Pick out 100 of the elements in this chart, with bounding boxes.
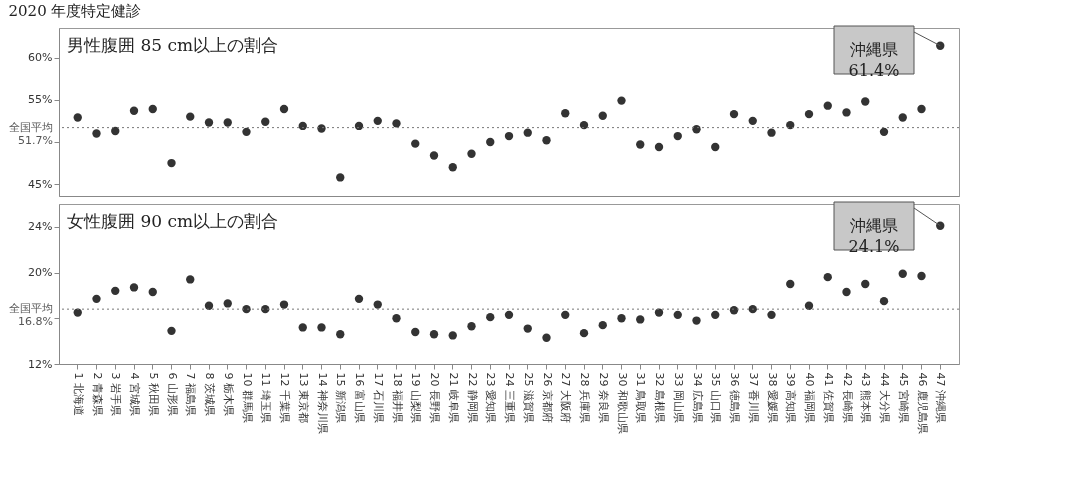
x-tick-label: 9 栃木県 bbox=[221, 372, 235, 416]
ref-line-label: 全国平均 16.8% bbox=[9, 302, 53, 329]
point bbox=[636, 315, 645, 324]
point bbox=[861, 97, 870, 106]
x-tick-label: 33 岡山県 bbox=[671, 372, 685, 423]
x-tick-label: 35 山口県 bbox=[709, 372, 723, 423]
point bbox=[692, 125, 701, 134]
chart-subtitle: 男性腹囲 85 cm以上の割合 bbox=[67, 35, 279, 55]
point bbox=[523, 324, 532, 333]
point bbox=[823, 272, 832, 282]
x-tick-label: 13 東京都 bbox=[296, 372, 310, 423]
point bbox=[73, 113, 82, 122]
point bbox=[636, 140, 645, 149]
point bbox=[879, 296, 889, 306]
point bbox=[129, 283, 139, 292]
point bbox=[767, 310, 776, 320]
point bbox=[786, 120, 795, 130]
point bbox=[411, 327, 420, 337]
point bbox=[204, 118, 214, 127]
x-tick-label: 43 熊本県 bbox=[859, 372, 873, 423]
point bbox=[242, 127, 251, 137]
y-tick-label: 60% bbox=[28, 51, 53, 65]
x-tick-label: 47 沖縄県 bbox=[934, 372, 948, 423]
point bbox=[392, 119, 401, 128]
y-tick-label: 55% bbox=[28, 93, 53, 107]
point bbox=[823, 101, 832, 110]
x-tick-label: 27 大阪府 bbox=[559, 372, 573, 423]
point bbox=[842, 287, 851, 297]
point bbox=[729, 109, 739, 119]
x-tick-label: 26 京都府 bbox=[540, 372, 554, 423]
point bbox=[148, 287, 157, 297]
point bbox=[617, 314, 626, 323]
x-tick-label: 15 新潟県 bbox=[334, 372, 348, 423]
y-tick-label: 12% bbox=[28, 357, 53, 371]
x-tick-label: 46 鹿児島県 bbox=[915, 372, 929, 434]
x-tick-label: 36 徳島県 bbox=[728, 372, 741, 423]
x-tick-label: 11 埼玉県 bbox=[259, 372, 273, 423]
x-tick-label: 39 高知県 bbox=[784, 372, 798, 423]
x-tick-label: 6 山形県 bbox=[165, 372, 179, 416]
x-tick-label: 31 鳥取県 bbox=[634, 372, 648, 423]
x-tick-label: 44 大分県 bbox=[878, 372, 891, 423]
x-tick-label: 16 富山県 bbox=[353, 372, 366, 423]
point bbox=[73, 308, 82, 317]
x-tick-label: 45 宮崎県 bbox=[896, 372, 910, 423]
point bbox=[861, 279, 870, 289]
x-tick-label: 29 奈良県 bbox=[596, 372, 610, 423]
point bbox=[111, 126, 120, 136]
point bbox=[617, 96, 626, 105]
point bbox=[673, 131, 682, 141]
point bbox=[748, 116, 757, 126]
point bbox=[354, 294, 364, 304]
x-tick-label: 41 佐賀県 bbox=[821, 372, 835, 423]
point bbox=[561, 310, 570, 320]
point bbox=[261, 117, 270, 126]
x-tick-label: 7 福島県 bbox=[184, 372, 198, 416]
point bbox=[336, 173, 345, 182]
x-tick-label: 3 岩手県 bbox=[109, 372, 123, 416]
x-tick-label: 22 静岡県 bbox=[465, 372, 479, 423]
annotation: 沖縄県 61.4% bbox=[848, 40, 900, 80]
x-tick-label: 21 岐阜県 bbox=[446, 372, 460, 423]
x-tick-label: 28 兵庫県 bbox=[578, 372, 591, 423]
chart-title: 2020 年度特定健診 bbox=[8, 2, 142, 20]
point bbox=[786, 279, 795, 289]
point bbox=[186, 275, 195, 284]
point bbox=[448, 331, 457, 340]
point bbox=[486, 312, 495, 322]
point bbox=[917, 271, 926, 281]
point bbox=[373, 116, 382, 126]
x-tick-label: 1 北海道 bbox=[71, 372, 85, 416]
point bbox=[523, 128, 532, 137]
point bbox=[167, 326, 176, 336]
x-tick-label: 30 和歌山県 bbox=[615, 372, 629, 434]
point bbox=[467, 149, 476, 158]
x-tick-label: 2 青森県 bbox=[90, 372, 104, 416]
chart-subtitle: 女性腹囲 90 cm以上の割合 bbox=[67, 211, 279, 231]
point bbox=[804, 301, 814, 310]
point bbox=[429, 330, 439, 339]
point bbox=[579, 120, 589, 130]
point bbox=[448, 163, 457, 172]
point bbox=[711, 142, 720, 152]
x-tick-label: 40 福岡県 bbox=[803, 372, 816, 423]
point bbox=[804, 109, 814, 119]
point bbox=[654, 142, 664, 152]
y-tick-label: 20% bbox=[28, 266, 53, 280]
point bbox=[767, 128, 776, 137]
ref-line-label: 全国平均 51.7% bbox=[9, 120, 53, 147]
point bbox=[92, 294, 101, 304]
point bbox=[392, 314, 401, 323]
x-tick-label: 5 秋田県 bbox=[146, 372, 160, 416]
x-tick-label: 23 愛知県 bbox=[484, 372, 498, 423]
point bbox=[692, 316, 701, 325]
point bbox=[298, 121, 307, 131]
y-tick-label: 24% bbox=[28, 220, 53, 234]
x-tick-label: 12 千葉県 bbox=[278, 372, 291, 423]
x-tick-label: 18 福井県 bbox=[390, 372, 404, 423]
point bbox=[411, 139, 420, 148]
point bbox=[298, 323, 307, 332]
point bbox=[598, 320, 607, 330]
point bbox=[917, 104, 926, 114]
point bbox=[148, 104, 157, 114]
